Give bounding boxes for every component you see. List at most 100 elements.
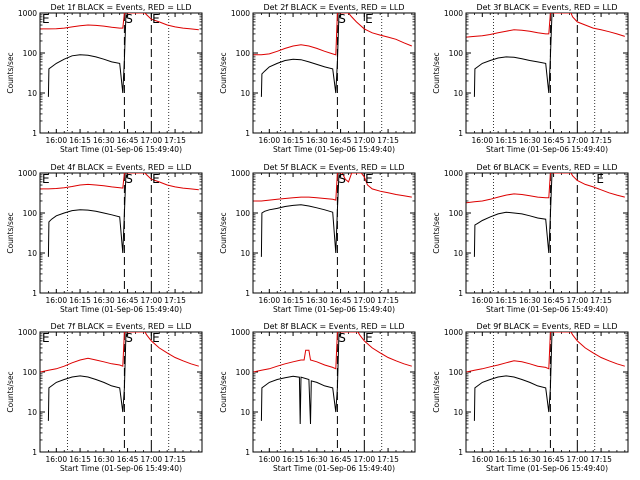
x-tick-label: 16:00 (45, 296, 67, 305)
y-tick-label: 10 (240, 89, 250, 98)
plot-frame (465, 331, 629, 453)
x-tick-label: 16:45 (117, 136, 139, 145)
x-tick-label: 17:15 (377, 136, 399, 145)
x-tick-label: 16:15 (495, 455, 517, 464)
plot-frame (252, 331, 416, 453)
series-events (47, 332, 127, 421)
x-tick-label: 16:00 (471, 296, 493, 305)
y-axis-label: Counts/sec (432, 212, 441, 253)
panel-6: Det 6f BLACK = Events, RED = LLD 16:00 16:… (432, 163, 629, 314)
y-tick-label: 100 (236, 368, 251, 377)
x-tick-label: 17:15 (590, 296, 612, 305)
x-tick-label: 17:00 (567, 136, 589, 145)
x-tick-label: 16:45 (543, 136, 565, 145)
x-tick-label: 17:00 (141, 455, 163, 464)
x-axis-label: Start Time (01-Sep-06 15:49:40) (273, 464, 395, 473)
x-axis-label: Start Time (01-Sep-06 15:49:40) (486, 464, 608, 473)
y-tick-label: 1000 (18, 328, 37, 337)
series-lld (253, 173, 412, 202)
x-tick-label: 16:45 (330, 296, 352, 305)
series-group (466, 332, 625, 421)
series-events (473, 332, 553, 421)
x-tick-label: 17:00 (567, 455, 589, 464)
series-lld (40, 332, 199, 373)
marker-s: S (338, 12, 346, 26)
series-group (253, 13, 412, 97)
series-group (466, 13, 625, 97)
series-lld (466, 173, 625, 204)
x-tick-label: 16:00 (45, 136, 67, 145)
series-group (253, 332, 412, 425)
panel-title: Det 5f BLACK = Events, RED = LLD (263, 163, 404, 172)
marker-e: E (42, 172, 50, 186)
marker-e: E (365, 331, 373, 345)
x-axis-label: Start Time (01-Sep-06 15:49:40) (486, 305, 608, 314)
x-tick-label: 16:45 (117, 455, 139, 464)
x-tick-label: 17:00 (141, 296, 163, 305)
x-tick-label: 17:00 (141, 136, 163, 145)
series-group (40, 173, 199, 257)
y-tick-label: 100 (23, 368, 38, 377)
x-tick-label: 16:00 (471, 455, 493, 464)
y-axis-label: Counts/sec (432, 371, 441, 412)
x-tick-label: 17:15 (164, 136, 186, 145)
y-tick-label: 10 (240, 408, 250, 417)
series-events (47, 13, 127, 97)
y-axis-label: Counts/sec (219, 52, 228, 93)
x-tick-label: 17:15 (164, 296, 186, 305)
plot-frame (465, 172, 629, 294)
x-tick-label: 16:30 (519, 136, 541, 145)
y-tick-label: 10 (453, 249, 463, 258)
x-tick-label: 16:15 (282, 455, 304, 464)
marker-s: S (338, 172, 346, 186)
panel-9: Det 9f BLACK = Events, RED = LLD 16:00 16:… (432, 322, 629, 473)
y-tick-label: 10 (453, 89, 463, 98)
marker-s: S (125, 331, 133, 345)
y-tick-label: 100 (449, 368, 464, 377)
series-group (40, 332, 199, 421)
y-tick-label: 1 (32, 448, 37, 457)
x-tick-label: 16:15 (69, 136, 91, 145)
x-tick-label: 16:45 (330, 136, 352, 145)
y-tick-label: 100 (23, 49, 38, 58)
x-tick-label: 16:30 (93, 455, 115, 464)
x-tick-label: 17:15 (590, 136, 612, 145)
y-tick-label: 1 (458, 448, 463, 457)
x-tick-label: 16:00 (258, 296, 280, 305)
series-events (473, 173, 553, 257)
x-tick-label: 16:30 (519, 296, 541, 305)
x-tick-label: 16:45 (543, 296, 565, 305)
series-events (260, 173, 340, 257)
y-axis-label: Counts/sec (6, 52, 15, 93)
y-tick-label: 100 (449, 49, 464, 58)
series-lld (466, 332, 625, 373)
y-tick-label: 100 (236, 49, 251, 58)
series-events (473, 13, 553, 97)
plot-frame (39, 172, 203, 294)
x-tick-label: 17:00 (354, 455, 376, 464)
x-axis-label: Start Time (01-Sep-06 15:49:40) (273, 305, 395, 314)
marker-s: S (125, 12, 133, 26)
plot-frame (39, 331, 203, 453)
y-axis-label: Counts/sec (219, 371, 228, 412)
x-tick-label: 17:00 (354, 296, 376, 305)
panel-title: Det 8f BLACK = Events, RED = LLD (263, 322, 404, 331)
y-tick-label: 1000 (444, 328, 463, 337)
x-tick-label: 17:15 (590, 455, 612, 464)
y-tick-label: 1 (458, 289, 463, 298)
x-tick-label: 16:15 (282, 296, 304, 305)
panel-title: Det 1f BLACK = Events, RED = LLD (50, 3, 191, 12)
series-events (47, 173, 127, 257)
y-tick-label: 100 (236, 209, 251, 218)
panel-title: Det 9f BLACK = Events, RED = LLD (476, 322, 617, 331)
panel-title: Det 6f BLACK = Events, RED = LLD (476, 163, 617, 172)
series-group (253, 173, 412, 257)
y-tick-label: 10 (453, 408, 463, 417)
y-tick-label: 100 (23, 209, 38, 218)
y-tick-label: 1 (32, 289, 37, 298)
y-tick-label: 1000 (231, 9, 250, 18)
